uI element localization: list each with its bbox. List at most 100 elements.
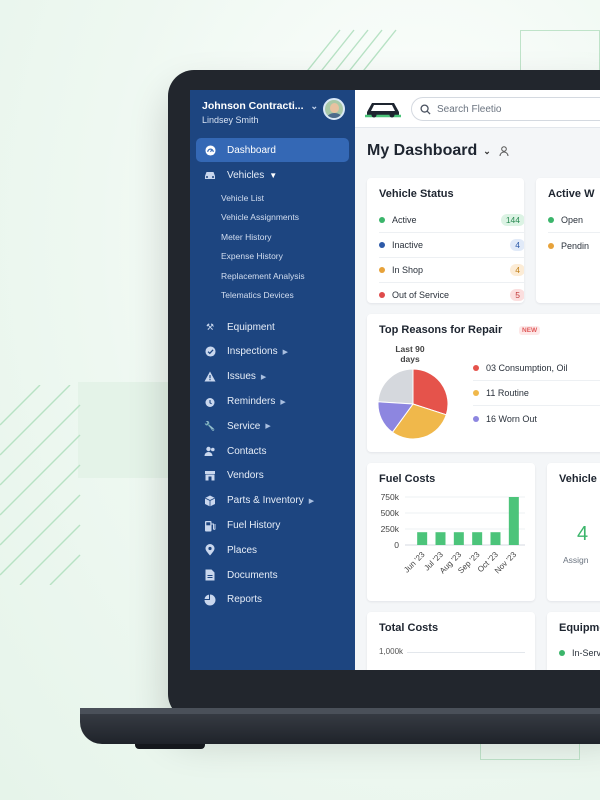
person-icon[interactable] bbox=[499, 145, 509, 157]
repair-pie-chart[interactable] bbox=[373, 364, 453, 444]
caret-right-icon: ▶ bbox=[280, 398, 286, 406]
sidebar-item-inspections[interactable]: Inspections ▶ bbox=[196, 340, 349, 365]
pie-slice[interactable] bbox=[412, 368, 449, 416]
fuel-bar[interactable] bbox=[490, 532, 501, 545]
status-dot bbox=[548, 217, 554, 223]
caret-right-icon: ▶ bbox=[282, 348, 288, 356]
work-row-label: Pendin bbox=[561, 240, 590, 251]
fleetio-logo-icon[interactable] bbox=[365, 98, 401, 120]
pie-slice[interactable] bbox=[377, 401, 414, 434]
vehicle-status-card: Vehicle Status Active 144 Inactive 4 In … bbox=[367, 178, 524, 303]
sidebar-item-label: Dashboard bbox=[227, 144, 276, 156]
caret-right-icon: ▶ bbox=[265, 423, 271, 431]
work-row-label: Open bbox=[561, 215, 584, 225]
status-row-out-of-service[interactable]: Out of Service 5 bbox=[379, 283, 524, 303]
sidebar-item-places[interactable]: Places bbox=[196, 538, 349, 563]
search-bar[interactable] bbox=[411, 97, 600, 121]
work-row-pending[interactable]: Pendin bbox=[548, 233, 600, 258]
fuel-bar[interactable] bbox=[453, 532, 464, 545]
sidebar-item-label: Documents bbox=[227, 569, 278, 581]
org-name: Johnson Contracti... bbox=[202, 100, 304, 112]
submenu-item-replacement-analysis[interactable]: Replacement Analysis bbox=[221, 270, 305, 281]
chevron-down-icon[interactable]: ⌄ bbox=[483, 145, 491, 156]
y-axis-tick: 500k bbox=[381, 508, 400, 518]
gridline bbox=[407, 652, 525, 653]
sidebar-item-label: Parts & Inventory bbox=[227, 495, 304, 507]
pie-icon bbox=[204, 594, 216, 606]
pie-slice[interactable] bbox=[391, 403, 447, 440]
card-title: Vehicle Status bbox=[379, 188, 454, 200]
sidebar-item-dashboard[interactable]: Dashboard bbox=[196, 138, 349, 162]
check-circle-icon bbox=[204, 346, 216, 358]
submenu-item-telematics-devices[interactable]: Telematics Devices bbox=[221, 290, 294, 301]
sidebar-item-equipment[interactable]: ⚒ Equipment bbox=[196, 315, 349, 340]
page-title[interactable]: My Dashboard ⌄ bbox=[367, 142, 509, 160]
sidebar-item-label: Reminders bbox=[227, 396, 276, 408]
submenu-item-vehicle-assignments[interactable]: Vehicle Assignments bbox=[221, 212, 299, 223]
status-label: In Shop bbox=[392, 265, 424, 275]
sidebar-item-label: Issues bbox=[227, 371, 256, 383]
laptop-base bbox=[80, 708, 600, 744]
reason-row[interactable]: 11 Routine bbox=[473, 381, 600, 406]
search-icon bbox=[420, 103, 431, 115]
sidebar-item-parts-inventory[interactable]: Parts & Inventory ▶ bbox=[196, 488, 349, 513]
topbar bbox=[355, 90, 600, 128]
fuel-bar[interactable] bbox=[417, 532, 428, 545]
status-row-in-shop[interactable]: In Shop 4 bbox=[379, 258, 524, 283]
sidebar-item-reminders[interactable]: Reminders ▶ bbox=[196, 389, 349, 414]
fuel-bar[interactable] bbox=[435, 532, 446, 545]
assignment-sub-label: Assign bbox=[563, 555, 589, 565]
equipment-row[interactable]: In-Serv bbox=[559, 640, 600, 665]
status-row-inactive[interactable]: Inactive 4 bbox=[379, 233, 524, 258]
dashboard-icon bbox=[204, 144, 216, 156]
submenu-item-meter-history[interactable]: Meter History bbox=[221, 231, 272, 242]
card-title: Fuel Costs bbox=[379, 473, 436, 485]
laptop-hinge bbox=[80, 708, 600, 714]
sidebar-item-service[interactable]: 🔧 Service ▶ bbox=[196, 414, 349, 439]
account-switcher[interactable]: Johnson Contracti... ⌄ Lindsey Smith bbox=[190, 90, 355, 132]
reason-row[interactable]: 16 Worn Out bbox=[473, 406, 600, 431]
page-title-text: My Dashboard bbox=[367, 142, 478, 159]
y-axis-tick: 1,000k bbox=[379, 647, 404, 656]
submenu-item-vehicle-list[interactable]: Vehicle List bbox=[221, 192, 264, 203]
total-costs-card: Total Costs 1,000k bbox=[367, 612, 535, 670]
card-title: Active W bbox=[548, 188, 595, 200]
reason-row[interactable]: 03 Consumption, Oil bbox=[473, 356, 600, 381]
decorative-stripes-left bbox=[0, 385, 81, 585]
status-dot bbox=[379, 217, 385, 223]
vehicles-submenu: Vehicle List Vehicle Assignments Meter H… bbox=[190, 188, 355, 305]
pie-slice[interactable] bbox=[377, 368, 414, 405]
box-icon bbox=[204, 495, 216, 507]
reason-dot bbox=[473, 415, 479, 422]
sidebar-item-contacts[interactable]: Contacts bbox=[196, 439, 349, 464]
status-label: Out of Service bbox=[392, 290, 450, 300]
card-title: Vehicle A bbox=[559, 473, 600, 485]
status-count-badge: 4 bbox=[510, 239, 524, 251]
avatar[interactable] bbox=[323, 98, 345, 120]
reason-dot bbox=[473, 390, 479, 396]
y-axis-tick: 750k bbox=[381, 492, 400, 502]
sidebar-item-vendors[interactable]: Vendors bbox=[196, 464, 349, 489]
status-row-active[interactable]: Active 144 bbox=[379, 208, 524, 233]
sidebar-item-vehicles[interactable]: Vehicles ▼ bbox=[196, 163, 349, 188]
fuel-bar[interactable] bbox=[472, 532, 483, 545]
submenu-item-expense-history[interactable]: Expense History bbox=[221, 251, 283, 262]
sidebar-item-label: Fuel History bbox=[227, 520, 281, 532]
sidebar-item-label: Contacts bbox=[227, 445, 267, 457]
period-line: days bbox=[400, 354, 420, 364]
sidebar-item-issues[interactable]: Issues ▶ bbox=[196, 364, 349, 389]
sidebar-item-fuel-history[interactable]: Fuel History bbox=[196, 513, 349, 538]
status-dot bbox=[559, 649, 565, 656]
sidebar-item-reports[interactable]: Reports bbox=[196, 588, 349, 613]
status-label: Active bbox=[392, 215, 417, 225]
sidebar-item-documents[interactable]: Documents bbox=[196, 563, 349, 588]
work-row-open[interactable]: Open bbox=[548, 208, 600, 233]
card-title: Equipme bbox=[559, 622, 600, 634]
search-input[interactable] bbox=[437, 103, 597, 115]
fuel-bar[interactable] bbox=[508, 497, 519, 545]
assignment-count: 4 bbox=[577, 523, 589, 545]
caret-down-icon: ▼ bbox=[269, 170, 278, 180]
reason-label: 03 Consumption, Oil bbox=[486, 363, 568, 373]
fuel-icon bbox=[204, 520, 216, 532]
